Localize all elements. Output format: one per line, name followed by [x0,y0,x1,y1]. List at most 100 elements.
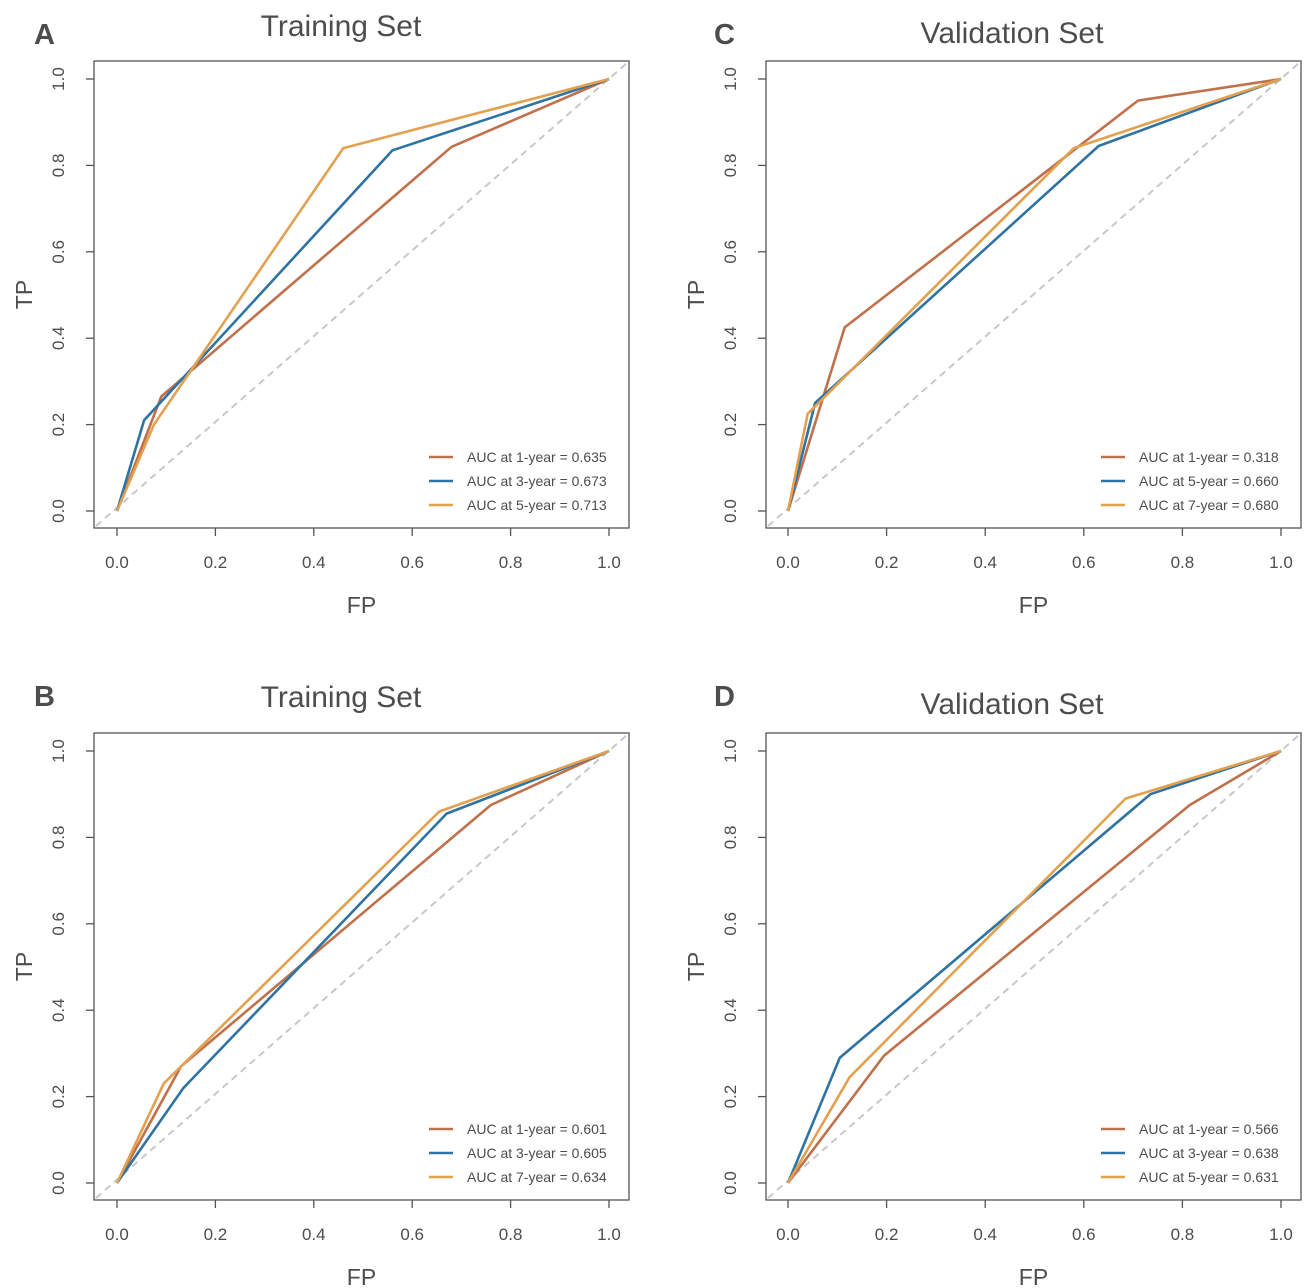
x-tick-label: 0.0 [776,553,800,572]
reference-diagonal [767,62,1300,527]
panel-a: A Training Set 0.0 0.2 0.4 0.6 0.8 1.0 0.0 0.2 0.4… [11,10,630,618]
panel-title: Validation Set [921,688,1105,721]
panel-letter: B [34,681,55,713]
y-tick-label: 0.8 [49,154,68,178]
x-tick-label: 0.2 [204,1225,228,1244]
panel-title: Validation Set [921,17,1105,50]
roc-curve-3 [115,77,610,512]
y-tick-label: 1.0 [49,739,68,763]
legend-entry: AUC at 3-year = 0.605 [467,1145,607,1161]
x-tick-label: 1.0 [1269,553,1293,572]
x-tick-label: 0.6 [400,1225,424,1244]
x-tick-label: 0.4 [302,553,326,572]
legend-entry: AUC at 5-year = 0.631 [1139,1169,1279,1185]
y-tick-label: 0.2 [49,1085,68,1109]
reference-diagonal [95,62,628,527]
y-tick-label: 0.6 [49,912,68,936]
y-axis-label: TP [683,280,709,309]
plot-frame [93,732,630,1201]
x-tick-label: 0.2 [875,553,899,572]
y-tick-label: 0.0 [49,1171,68,1195]
y-tick-label: 0.8 [49,826,68,850]
x-tick-label: 0.8 [499,1225,523,1244]
y-tick-label: 1.0 [721,739,740,763]
y-tick-label: 1.0 [49,67,68,91]
x-tick-label: 0.8 [1171,1225,1195,1244]
legend-entry: AUC at 1-year = 0.318 [1139,449,1279,465]
y-tick-label: 0.4 [49,998,68,1022]
x-axis-label: FP [1019,592,1048,618]
x-tick-label: 0.4 [302,1225,326,1244]
legend-entry: AUC at 7-year = 0.680 [1139,497,1279,513]
legend-entry: AUC at 5-year = 0.660 [1139,473,1279,489]
panel-b: B Training Set 0.0 0.2 0.4 0.6 0.8 1.0 0.0 0.2 0.4… [11,681,630,1288]
x-tick-label: 0.2 [204,553,228,572]
y-tick-label: 0.2 [49,413,68,437]
legend-entry: AUC at 1-year = 0.566 [1139,1121,1279,1137]
y-tick-label: 0.0 [721,499,740,523]
x-axis-label: FP [1019,1264,1048,1288]
legend-entry: AUC at 1-year = 0.601 [467,1121,607,1137]
roc-curve-3 [786,77,1282,512]
roc-curve-2 [786,749,1282,1184]
x-tick-label: 0.4 [973,553,997,572]
y-tick-label: 0.8 [721,154,740,178]
x-tick-label: 0.6 [1072,553,1096,572]
roc-curve-2 [115,77,610,512]
x-tick-label: 0.4 [973,1225,997,1244]
y-axis-label: TP [683,952,709,981]
legend-entry: AUC at 1-year = 0.635 [467,449,607,465]
roc-curve-1 [115,77,610,512]
y-tick-label: 0.2 [721,413,740,437]
x-tick-label: 0.6 [400,553,424,572]
x-tick-label: 0.0 [776,1225,800,1244]
panel-title: Training Set [261,681,422,714]
roc-curve-2 [115,749,610,1184]
legend-entry: AUC at 5-year = 0.713 [467,497,607,513]
x-tick-label: 0.8 [499,553,523,572]
y-axis-label: TP [11,952,37,981]
y-tick-label: 0.4 [721,998,740,1022]
roc-curve-3 [786,749,1282,1184]
x-tick-label: 0.0 [105,1225,129,1244]
reference-diagonal [767,734,1300,1199]
plot-frame [765,60,1302,529]
x-tick-label: 1.0 [1269,1225,1293,1244]
roc-curve-1 [786,77,1282,512]
panel-d: D Validation Set 0.0 0.2 0.4 0.6 0.8 1.0 0.0 0.2 0… [683,681,1302,1288]
reference-diagonal [95,734,628,1199]
legend-entry: AUC at 7-year = 0.634 [467,1169,607,1185]
panel-letter: A [34,19,55,51]
y-tick-label: 0.4 [721,326,740,350]
plot-frame [765,732,1302,1201]
panel-c: C Validation Set 0.0 0.2 0.4 0.6 0.8 1.0 0.0 0.2 0… [683,17,1302,618]
legend-entry: AUC at 3-year = 0.673 [467,473,607,489]
plot-frame [93,60,630,529]
y-tick-label: 0.8 [721,826,740,850]
y-tick-label: 0.4 [49,326,68,350]
panel-title: Training Set [261,10,422,43]
x-axis-label: FP [347,1264,376,1288]
y-tick-label: 0.6 [49,240,68,264]
y-tick-label: 1.0 [721,67,740,91]
x-tick-label: 0.6 [1072,1225,1096,1244]
roc-curve-1 [115,749,610,1184]
y-tick-label: 0.6 [721,912,740,936]
y-tick-label: 0.2 [721,1085,740,1109]
x-tick-label: 0.0 [105,553,129,572]
y-tick-label: 0.6 [721,240,740,264]
x-tick-label: 1.0 [597,1225,621,1244]
panel-letter: C [714,19,735,51]
roc-curve-1 [786,749,1282,1184]
y-axis-label: TP [11,280,37,309]
y-tick-label: 0.0 [721,1171,740,1195]
roc-curve-2 [786,77,1282,512]
x-axis-label: FP [347,592,376,618]
x-tick-label: 1.0 [597,553,621,572]
x-tick-label: 0.8 [1171,553,1195,572]
y-tick-label: 0.0 [49,499,68,523]
x-tick-label: 0.2 [875,1225,899,1244]
roc-curve-3 [115,749,610,1184]
legend-entry: AUC at 3-year = 0.638 [1139,1145,1279,1161]
